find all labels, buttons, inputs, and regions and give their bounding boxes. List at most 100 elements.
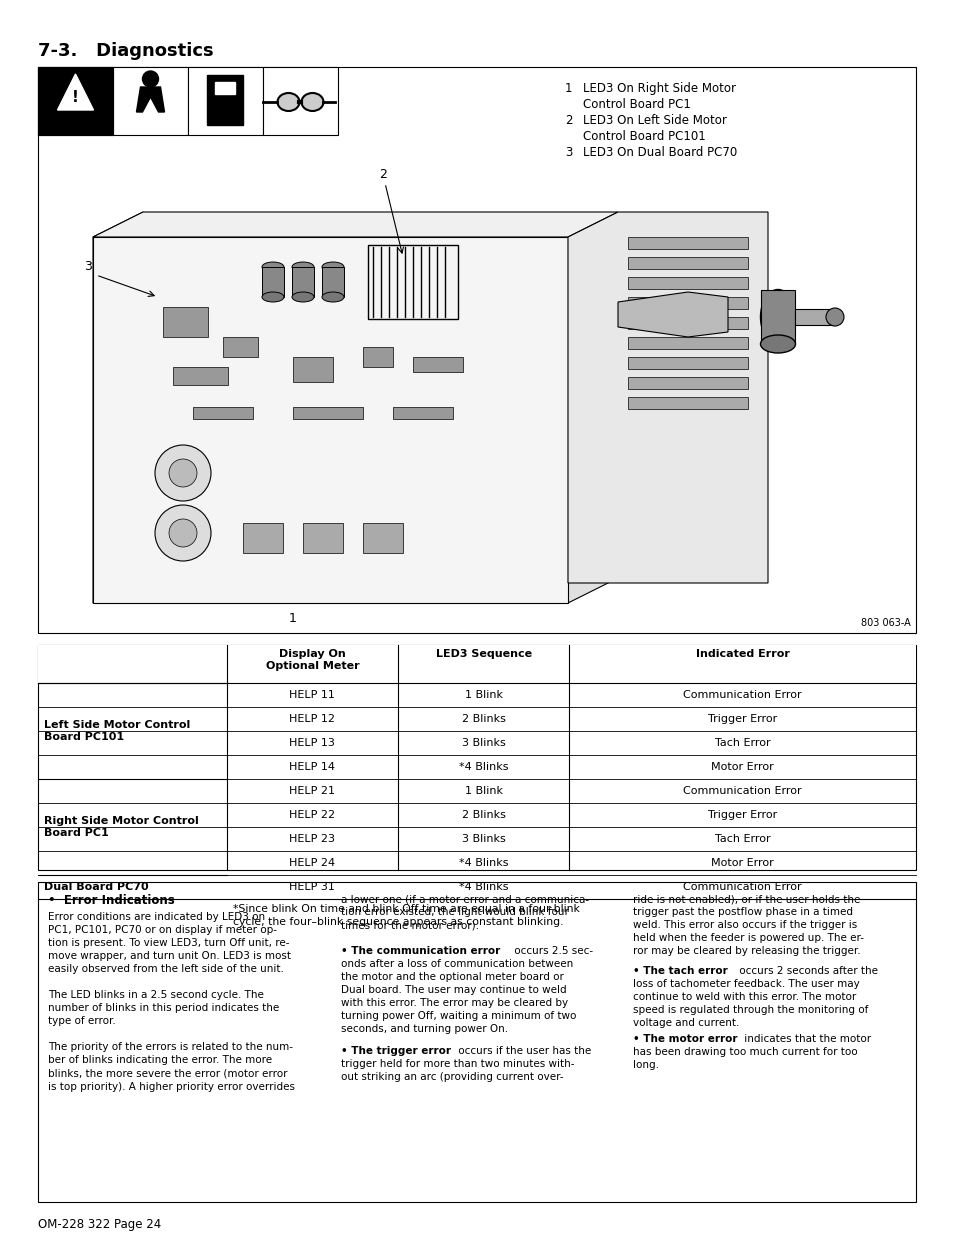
- Text: • The communication error: • The communication error: [340, 946, 499, 956]
- Text: *4 Blinks: *4 Blinks: [458, 762, 508, 772]
- Text: Tach Error: Tach Error: [714, 739, 770, 748]
- Text: HELP 23: HELP 23: [289, 834, 335, 844]
- Ellipse shape: [301, 93, 323, 111]
- Text: Communication Error: Communication Error: [682, 785, 801, 797]
- Text: onds after a loss of communication between
the motor and the optional meter boar: onds after a loss of communication betwe…: [340, 960, 576, 1034]
- Text: 803 063-A: 803 063-A: [861, 618, 910, 629]
- Bar: [368, 245, 457, 319]
- Bar: [38, 67, 112, 135]
- Text: 3 Blinks: 3 Blinks: [461, 739, 505, 748]
- Bar: [223, 337, 257, 357]
- Ellipse shape: [277, 93, 299, 111]
- Ellipse shape: [322, 262, 344, 272]
- Text: HELP 21: HELP 21: [289, 785, 335, 797]
- Text: Communication Error: Communication Error: [682, 690, 801, 700]
- Bar: [627, 377, 747, 389]
- Polygon shape: [92, 212, 618, 237]
- Text: 3: 3: [564, 146, 572, 159]
- Bar: [38, 882, 915, 1202]
- Polygon shape: [92, 212, 143, 603]
- Text: • The motor error: • The motor error: [633, 1034, 737, 1044]
- Bar: [263, 67, 337, 135]
- Text: occurs if the user has the: occurs if the user has the: [455, 1046, 590, 1056]
- Bar: [627, 317, 747, 329]
- Text: !: !: [72, 90, 79, 105]
- Bar: [293, 357, 333, 382]
- Text: LED3 On Dual Board PC70: LED3 On Dual Board PC70: [582, 146, 737, 159]
- Text: LED3 On Right Side Motor
Control Board PC1: LED3 On Right Side Motor Control Board P…: [582, 82, 735, 111]
- Bar: [215, 82, 235, 94]
- Ellipse shape: [760, 289, 795, 345]
- Bar: [292, 267, 314, 296]
- Ellipse shape: [262, 291, 284, 303]
- Text: 3: 3: [84, 261, 91, 273]
- Bar: [322, 267, 344, 296]
- Text: trigger held for more than two minutes with-
out striking an arc (providing curr: trigger held for more than two minutes w…: [340, 1058, 574, 1082]
- Bar: [363, 522, 402, 553]
- Ellipse shape: [825, 308, 843, 326]
- Text: has been drawing too much current for too
long.: has been drawing too much current for to…: [633, 1047, 857, 1070]
- Text: 3 Blinks: 3 Blinks: [461, 834, 505, 844]
- Text: 2 Blinks: 2 Blinks: [461, 810, 505, 820]
- Text: 1 Blink: 1 Blink: [464, 690, 502, 700]
- Text: 7-3.   Diagnostics: 7-3. Diagnostics: [38, 42, 213, 61]
- Text: a lower one (if a motor error and a communica-
tion error existed, the light wou: a lower one (if a motor error and a comm…: [340, 894, 588, 930]
- Bar: [38, 67, 915, 634]
- Polygon shape: [136, 86, 164, 112]
- Text: 1 Blink: 1 Blink: [464, 785, 502, 797]
- Text: •  Error Indications: • Error Indications: [48, 894, 174, 906]
- Bar: [38, 645, 915, 683]
- Text: Trigger Error: Trigger Error: [707, 810, 777, 820]
- Bar: [38, 67, 112, 135]
- Text: HELP 13: HELP 13: [289, 739, 335, 748]
- Text: Left Side Motor Control
Board PC101: Left Side Motor Control Board PC101: [44, 720, 190, 742]
- Circle shape: [154, 445, 211, 501]
- Ellipse shape: [292, 291, 314, 303]
- Text: Motor Error: Motor Error: [711, 762, 773, 772]
- Circle shape: [169, 459, 196, 487]
- Ellipse shape: [760, 335, 795, 353]
- Ellipse shape: [322, 291, 344, 303]
- Text: LED3 Sequence: LED3 Sequence: [436, 650, 531, 659]
- Text: indicates that the motor: indicates that the motor: [740, 1034, 870, 1044]
- Text: HELP 12: HELP 12: [289, 714, 335, 724]
- Text: Trigger Error: Trigger Error: [707, 714, 777, 724]
- Bar: [627, 237, 747, 249]
- Circle shape: [154, 505, 211, 561]
- Text: Dual Board PC70: Dual Board PC70: [44, 882, 149, 892]
- Bar: [363, 347, 393, 367]
- Bar: [188, 67, 263, 135]
- Bar: [208, 75, 243, 125]
- Bar: [627, 357, 747, 369]
- Text: 2 Blinks: 2 Blinks: [461, 714, 505, 724]
- Bar: [303, 522, 343, 553]
- Text: *Since blink On time and blink Off time are equal in a four-blink
cycle, the fou: *Since blink On time and blink Off time …: [233, 904, 579, 927]
- Bar: [627, 337, 747, 350]
- Text: 2: 2: [378, 168, 387, 182]
- Text: HELP 22: HELP 22: [289, 810, 335, 820]
- Polygon shape: [92, 578, 618, 603]
- Bar: [627, 257, 747, 269]
- Text: Motor Error: Motor Error: [711, 858, 773, 868]
- Text: HELP 31: HELP 31: [289, 882, 335, 892]
- Text: Tach Error: Tach Error: [714, 834, 770, 844]
- Ellipse shape: [262, 262, 284, 272]
- Bar: [38, 645, 915, 869]
- Bar: [112, 67, 188, 135]
- Bar: [627, 277, 747, 289]
- Text: 1: 1: [289, 611, 296, 625]
- Bar: [193, 408, 253, 419]
- Polygon shape: [567, 212, 767, 583]
- Text: Error conditions are indicated by LED3 on
PC1, PC101, PC70 or on display if mete: Error conditions are indicated by LED3 o…: [48, 911, 294, 1092]
- Text: OM-228 322 Page 24: OM-228 322 Page 24: [38, 1218, 161, 1231]
- Polygon shape: [57, 74, 93, 110]
- Text: *4 Blinks: *4 Blinks: [458, 858, 508, 868]
- Text: occurs 2 seconds after the: occurs 2 seconds after the: [736, 966, 878, 976]
- Text: HELP 24: HELP 24: [289, 858, 335, 868]
- Text: loss of tachometer feedback. The user may
continue to weld with this error. The : loss of tachometer feedback. The user ma…: [633, 979, 868, 1028]
- Text: 2: 2: [564, 114, 572, 127]
- Text: 1: 1: [564, 82, 572, 95]
- Text: Right Side Motor Control
Board PC1: Right Side Motor Control Board PC1: [44, 816, 198, 839]
- Text: • The trigger error: • The trigger error: [340, 1046, 450, 1056]
- Bar: [262, 267, 284, 296]
